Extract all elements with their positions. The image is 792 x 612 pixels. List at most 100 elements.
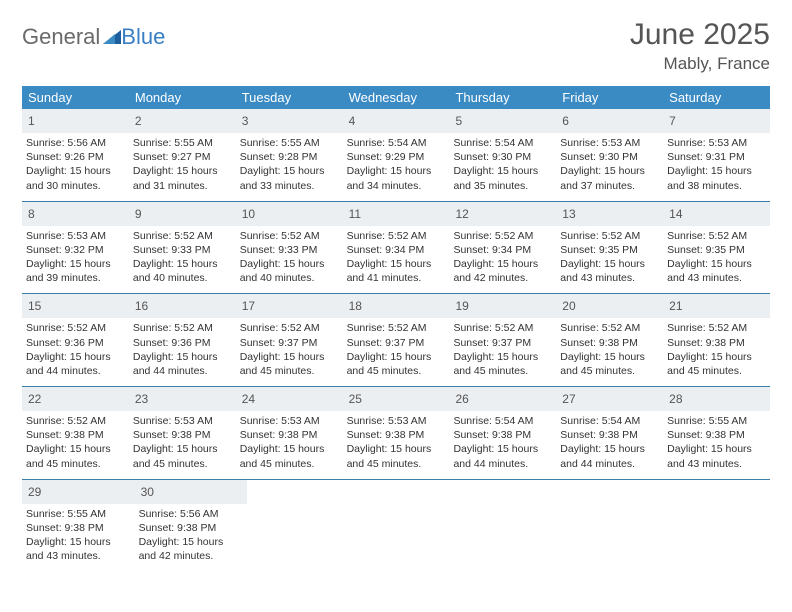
- day-dl1: Daylight: 15 hours: [26, 164, 125, 178]
- day-sunrise: Sunrise: 5:54 AM: [560, 414, 659, 428]
- title-block: June 2025 Mably, France: [630, 18, 770, 74]
- day-sunrise: Sunrise: 5:53 AM: [347, 414, 446, 428]
- day-empty: [352, 480, 457, 572]
- daynum-row: 6: [556, 109, 663, 133]
- day-dl1: Daylight: 15 hours: [240, 350, 339, 364]
- day-cell: 26Sunrise: 5:54 AMSunset: 9:38 PMDayligh…: [449, 387, 556, 479]
- day-sunset: Sunset: 9:26 PM: [26, 150, 125, 164]
- day-dl1: Daylight: 15 hours: [26, 257, 125, 271]
- day-dl2: and 43 minutes.: [560, 271, 659, 285]
- day-cell: 27Sunrise: 5:54 AMSunset: 9:38 PMDayligh…: [556, 387, 663, 479]
- day-cell: 20Sunrise: 5:52 AMSunset: 9:38 PMDayligh…: [556, 294, 663, 386]
- day-sunrise: Sunrise: 5:52 AM: [453, 229, 552, 243]
- day-dl2: and 44 minutes.: [26, 364, 125, 378]
- day-dl1: Daylight: 15 hours: [240, 164, 339, 178]
- dow-cell: Monday: [129, 86, 236, 109]
- day-sunrise: Sunrise: 5:52 AM: [667, 321, 766, 335]
- day-sunrise: Sunrise: 5:56 AM: [26, 136, 125, 150]
- daynum-row: 2: [129, 109, 236, 133]
- day-sunset: Sunset: 9:38 PM: [133, 428, 232, 442]
- day-sunrise: Sunrise: 5:52 AM: [240, 229, 339, 243]
- daynum-row: 24: [236, 387, 343, 411]
- day-number: 8: [28, 207, 35, 221]
- day-dl1: Daylight: 15 hours: [133, 442, 232, 456]
- day-cell: 15Sunrise: 5:52 AMSunset: 9:36 PMDayligh…: [22, 294, 129, 386]
- dow-cell: Thursday: [449, 86, 556, 109]
- day-dl2: and 45 minutes.: [667, 364, 766, 378]
- day-dl1: Daylight: 15 hours: [560, 164, 659, 178]
- day-sunrise: Sunrise: 5:55 AM: [133, 136, 232, 150]
- day-cell: 7Sunrise: 5:53 AMSunset: 9:31 PMDaylight…: [663, 109, 770, 201]
- day-empty: [247, 480, 352, 572]
- daynum-row: 26: [449, 387, 556, 411]
- day-dl2: and 31 minutes.: [133, 179, 232, 193]
- day-cell: 23 Sunrise: 5:53 AMSunset: 9:38 PMDayligh…: [129, 387, 236, 479]
- day-dl2: and 42 minutes.: [453, 271, 552, 285]
- day-sunrise: Sunrise: 5:55 AM: [240, 136, 339, 150]
- day-dl2: and 43 minutes.: [667, 457, 766, 471]
- day-sunset: Sunset: 9:30 PM: [560, 150, 659, 164]
- day-number: 1: [28, 114, 35, 128]
- day-sunrise: Sunrise: 5:52 AM: [133, 321, 232, 335]
- daynum-row: 21: [663, 294, 770, 318]
- dow-cell: Wednesday: [343, 86, 450, 109]
- day-number: 9: [135, 207, 142, 221]
- day-number: 29: [28, 485, 41, 499]
- day-cell: 30Sunrise: 5:56 AMSunset: 9:38 PMDayligh…: [135, 480, 248, 572]
- day-sunset: Sunset: 9:38 PM: [26, 521, 131, 535]
- day-empty: [561, 480, 666, 572]
- day-number: 20: [562, 299, 575, 313]
- day-sunset: Sunset: 9:38 PM: [26, 428, 125, 442]
- daynum-row: 22: [22, 387, 129, 411]
- day-sunset: Sunset: 9:37 PM: [347, 336, 446, 350]
- day-dl2: and 33 minutes.: [240, 179, 339, 193]
- dow-row: SundayMondayTuesdayWednesdayThursdayFrid…: [22, 86, 770, 109]
- day-sunset: Sunset: 9:33 PM: [240, 243, 339, 257]
- day-sunrise: Sunrise: 5:52 AM: [240, 321, 339, 335]
- day-sunset: Sunset: 9:38 PM: [453, 428, 552, 442]
- day-sunset: Sunset: 9:38 PM: [139, 521, 244, 535]
- brand-part2: Blue: [121, 24, 165, 50]
- day-sunset: Sunset: 9:32 PM: [26, 243, 125, 257]
- day-sunset: Sunset: 9:29 PM: [347, 150, 446, 164]
- title-location: Mably, France: [630, 54, 770, 74]
- day-cell: 13Sunrise: 5:52 AMSunset: 9:35 PMDayligh…: [556, 202, 663, 294]
- day-cell: 6Sunrise: 5:53 AMSunset: 9:30 PMDaylight…: [556, 109, 663, 201]
- day-cell: 12Sunrise: 5:52 AMSunset: 9:34 PMDayligh…: [449, 202, 556, 294]
- day-sunrise: Sunrise: 5:54 AM: [453, 414, 552, 428]
- daynum-row: 18: [343, 294, 450, 318]
- day-sunset: Sunset: 9:38 PM: [560, 428, 659, 442]
- header: General Blue June 2025 Mably, France: [22, 18, 770, 74]
- day-dl1: Daylight: 15 hours: [133, 350, 232, 364]
- week-row: 15Sunrise: 5:52 AMSunset: 9:36 PMDayligh…: [22, 294, 770, 387]
- dow-cell: Saturday: [663, 86, 770, 109]
- day-sunrise: Sunrise: 5:52 AM: [26, 414, 125, 428]
- daynum-row: 16: [129, 294, 236, 318]
- day-sunrise: Sunrise: 5:55 AM: [26, 507, 131, 521]
- daynum-row: 25: [343, 387, 450, 411]
- day-sunset: Sunset: 9:27 PM: [133, 150, 232, 164]
- day-dl2: and 45 minutes.: [347, 364, 446, 378]
- day-number: 23: [135, 392, 148, 406]
- day-number: 5: [455, 114, 462, 128]
- day-dl2: and 45 minutes.: [240, 457, 339, 471]
- day-dl2: and 45 minutes.: [560, 364, 659, 378]
- daynum-row: 1: [22, 109, 129, 133]
- daynum-row: 9: [129, 202, 236, 226]
- daynum-row: 20: [556, 294, 663, 318]
- day-sunset: Sunset: 9:33 PM: [133, 243, 232, 257]
- daynum-row: 3: [236, 109, 343, 133]
- daynum-row: 15: [22, 294, 129, 318]
- day-dl2: and 45 minutes.: [347, 457, 446, 471]
- day-number: 2: [135, 114, 142, 128]
- day-dl2: and 44 minutes.: [133, 364, 232, 378]
- day-number: 28: [669, 392, 682, 406]
- day-number: 22: [28, 392, 41, 406]
- day-number: 18: [349, 299, 362, 313]
- day-number: 4: [349, 114, 356, 128]
- day-dl1: Daylight: 15 hours: [347, 442, 446, 456]
- day-sunset: Sunset: 9:38 PM: [560, 336, 659, 350]
- day-dl2: and 37 minutes.: [560, 179, 659, 193]
- day-sunrise: Sunrise: 5:53 AM: [133, 414, 232, 428]
- day-sunrise: Sunrise: 5:52 AM: [667, 229, 766, 243]
